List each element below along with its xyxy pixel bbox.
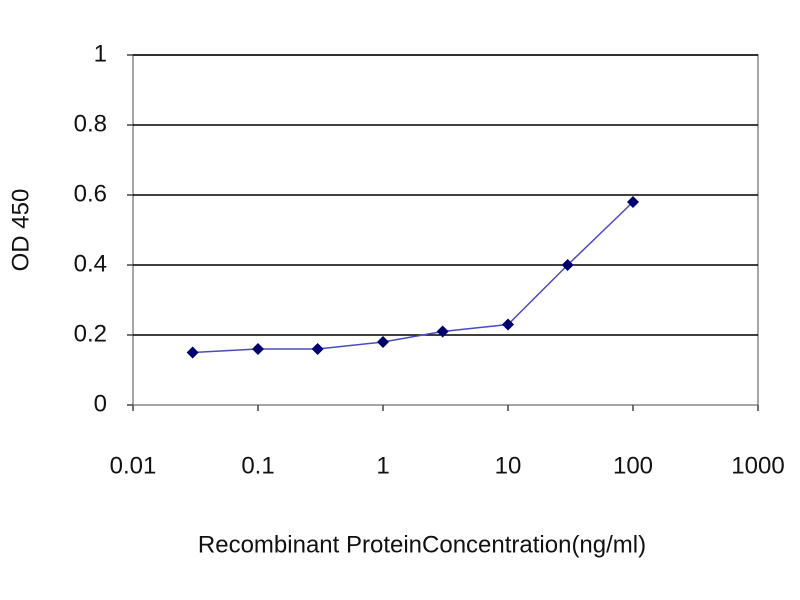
y-tick-label: 0.4 xyxy=(74,250,107,277)
y-tick-label: 1 xyxy=(94,40,107,67)
y-tick-label: 0.6 xyxy=(74,180,107,207)
data-point xyxy=(252,343,264,355)
x-tick-label: 1 xyxy=(376,452,389,479)
data-line xyxy=(192,201,634,354)
x-axis-label: Recombinant ProteinConcentration(ng/ml) xyxy=(198,531,646,558)
data-point xyxy=(561,259,574,271)
data-point xyxy=(436,325,449,338)
y-tick-label: 0.8 xyxy=(74,110,107,137)
y-tick-label: 0 xyxy=(94,390,107,417)
plot-area xyxy=(132,54,759,406)
y-axis-label: OD 450 xyxy=(7,189,34,272)
data-point xyxy=(627,196,639,208)
x-tick-label: 0.1 xyxy=(241,452,274,479)
data-point xyxy=(377,336,389,348)
data-point xyxy=(502,318,514,331)
data-point xyxy=(311,343,324,355)
x-tick-label: 10 xyxy=(495,452,522,479)
x-tick-label: 1000 xyxy=(731,452,784,479)
data-point xyxy=(186,346,199,359)
x-tick-label: 0.01 xyxy=(110,452,157,479)
x-tick-label: 100 xyxy=(613,452,653,479)
y-tick-label: 0.2 xyxy=(74,320,107,347)
